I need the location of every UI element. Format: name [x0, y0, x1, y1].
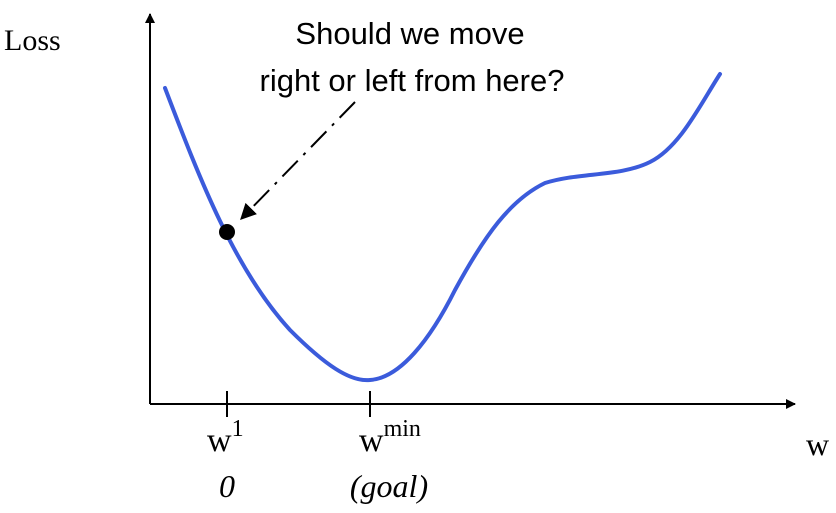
tick-label-wmin-superscript: min — [384, 416, 421, 442]
tick-label-w1: w1 — [207, 416, 244, 459]
annotation-line-1: Should we move — [295, 16, 524, 51]
tick-label-w1-superscript: 1 — [232, 416, 244, 442]
tick-label-wmin: wmin — [359, 416, 421, 459]
x-axis-label: w — [806, 426, 829, 462]
loss-curve — [163, 72, 722, 383]
tick-sublabel-wmin: (goal) — [350, 468, 428, 504]
y-axis-label: Loss — [4, 24, 61, 57]
annotation-line-2: right or left from here? — [260, 63, 565, 98]
current-point-marker — [219, 224, 235, 240]
pointer-arrow — [240, 101, 356, 220]
tick-sublabel-w1: 0 — [219, 468, 235, 504]
